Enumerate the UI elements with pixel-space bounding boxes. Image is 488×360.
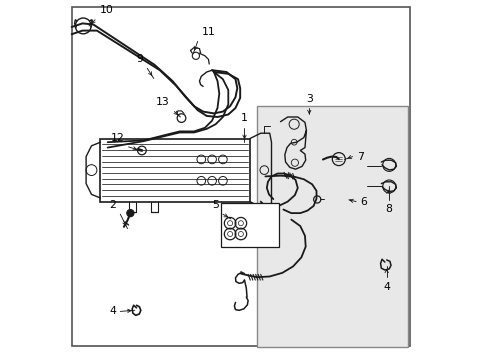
Bar xyxy=(257,106,407,347)
Text: 11: 11 xyxy=(202,27,215,37)
Text: 8: 8 xyxy=(384,204,391,214)
Text: 4: 4 xyxy=(109,306,116,316)
Text: 12: 12 xyxy=(110,132,124,143)
Text: 6: 6 xyxy=(360,197,366,207)
Text: 3: 3 xyxy=(305,94,312,104)
Text: 9: 9 xyxy=(136,54,142,64)
Text: 10: 10 xyxy=(99,5,113,15)
Bar xyxy=(101,139,249,202)
Text: 5: 5 xyxy=(211,200,218,210)
Text: 13: 13 xyxy=(156,97,170,107)
Text: 7: 7 xyxy=(356,152,363,162)
Text: 2: 2 xyxy=(109,200,116,210)
Text: 4: 4 xyxy=(383,282,389,292)
Circle shape xyxy=(126,210,134,217)
Bar xyxy=(221,203,278,247)
Text: 1: 1 xyxy=(241,113,247,123)
